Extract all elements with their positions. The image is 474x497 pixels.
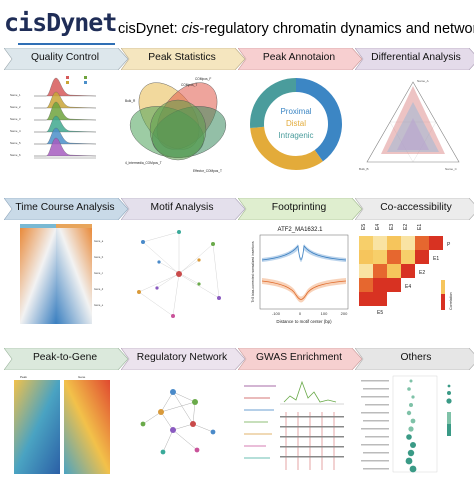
- module-label: Footprinting: [271, 202, 327, 213]
- chevron-shape: [238, 198, 362, 220]
- module-gwas-enrichment[interactable]: GWAS Enrichment: [238, 348, 362, 478]
- legend-label: Correlation: [449, 292, 453, 310]
- module-label: Peak-to-Gene: [32, 352, 98, 363]
- module-peak-statistics[interactable]: Peak Statistics Bulk_R COMpos_F COMpos_T…: [121, 48, 245, 178]
- chevron-shape: [121, 48, 245, 70]
- chevron-shape: [355, 198, 474, 220]
- venn-label: COMpos_F: [195, 77, 211, 81]
- col-label: E4: [375, 224, 381, 230]
- chevron-shape: [4, 348, 128, 370]
- module-label: Peak Statistics: [148, 52, 216, 63]
- x-tick: 100: [321, 311, 328, 316]
- svg-text:Name_2: Name_2: [10, 105, 21, 109]
- module-label: Others: [400, 352, 432, 363]
- col-label: E3: [389, 224, 395, 230]
- svg-text:Gene_c: Gene_c: [94, 271, 104, 275]
- row-label: E5: [377, 310, 383, 316]
- module-label: Time Course Analysis: [15, 202, 115, 213]
- module-label: GWAS Enrichment: [255, 352, 343, 363]
- venn-label: Bulk_R: [125, 99, 136, 103]
- svg-text:Gene_b: Gene_b: [94, 255, 104, 259]
- footprint-plot: ATF2_MA1632.1 -100 0 100 200 Distance to…: [240, 222, 352, 326]
- module-motif-analysis[interactable]: Motif Analysis: [121, 198, 245, 328]
- x-axis-label: Distance to motif center (bp): [276, 319, 332, 324]
- chevron-shape: [238, 348, 362, 370]
- svg-text:Gene: Gene: [78, 375, 86, 379]
- enrichment-dotplot: [357, 372, 469, 476]
- x-tick: 200: [341, 311, 348, 316]
- peak-to-gene-heatmap: Peak Gene: [6, 372, 118, 476]
- module-quality-control[interactable]: Quality Control Name_1 Name_2 Name_3 Name_…: [4, 48, 128, 178]
- donut-chart: Proximal Distal Intragenic: [240, 72, 352, 176]
- logo: cisDynet: [4, 8, 117, 45]
- row-1: Quality Control Name_1 Name_2 Name_3 Name_…: [4, 48, 474, 178]
- footprint-title: ATF2_MA1632.1: [278, 227, 324, 233]
- module-label: Differential Analysis: [371, 52, 461, 63]
- venn-diagram: Bulk_R COMpos_F COMpos_T Effector_COMpos…: [123, 72, 235, 176]
- svg-text:Name_A: Name_A: [417, 79, 429, 83]
- module-label: Motif Analysis: [150, 202, 214, 213]
- col-label: E5: [361, 224, 367, 230]
- page-title: cisDynet: cis-regulatory chromatin dynam…: [118, 21, 474, 37]
- segment-label-proximal: Proximal: [280, 107, 311, 116]
- segment-label-distal: Distal: [286, 119, 306, 128]
- chevron-shape: [121, 198, 245, 220]
- chevron-shape: [355, 348, 474, 370]
- module-co-accessibility[interactable]: Co-accessibility E5 E4 E3 E2 E1: [355, 198, 474, 328]
- chevron-shape: [355, 48, 474, 70]
- row-2: Time Course Analysis Gene_a Gene_b Gene_c G…: [4, 198, 474, 328]
- regulatory-network-graph: [123, 372, 235, 476]
- time-course-heatmap: Gene_a Gene_b Gene_c Gene_d Gene_e: [6, 222, 118, 326]
- svg-text:Name_1: Name_1: [10, 93, 21, 97]
- chevron-shape: [4, 48, 128, 70]
- co-accessibility-matrix: E5 E4 E3 E2 E1 P E1 E2 E4: [357, 222, 469, 326]
- svg-text:Bulk_B: Bulk_B: [359, 167, 369, 171]
- module-differential-analysis[interactable]: Differential Analysis Name_A Bulk_B Name_C: [355, 48, 474, 178]
- x-tick: -100: [272, 311, 281, 316]
- chevron-shape: [4, 198, 128, 220]
- module-label: Quality Control: [30, 52, 100, 63]
- ridge-plot: Name_1 Name_2 Name_3 Name_4 Name_5 Name_6: [6, 72, 118, 176]
- gwas-tracks: [240, 372, 352, 476]
- svg-text:Name_4: Name_4: [10, 129, 21, 133]
- svg-text:Name_C: Name_C: [445, 167, 458, 171]
- chevron-shape: [238, 48, 362, 70]
- svg-text:Gene_d: Gene_d: [94, 287, 104, 291]
- motif-network: [123, 222, 235, 326]
- module-peak-to-gene[interactable]: Peak-to-Gene Peak Gene: [4, 348, 128, 478]
- module-others[interactable]: Others: [355, 348, 474, 478]
- logo-underline: [18, 43, 116, 45]
- module-peak-annotation[interactable]: Peak Annotaion Proximal Distal Intrageni…: [238, 48, 362, 178]
- row-3: Peak-to-Gene Peak Gene Regulatory Network: [4, 348, 474, 478]
- module-footprinting[interactable]: Footprinting ATF2_MA1632.1 -100 0 100 20…: [238, 198, 362, 328]
- svg-text:Name_3: Name_3: [10, 117, 21, 121]
- col-label: E2: [403, 224, 409, 230]
- module-label: Peak Annotaion: [262, 52, 336, 63]
- module-label: Co-accessibility: [380, 202, 452, 213]
- venn-label: COMpos_T: [181, 83, 197, 87]
- venn-label: 4_Intermedia_COMpos_T: [125, 161, 162, 165]
- module-regulatory-network[interactable]: Regulatory Network: [121, 348, 245, 478]
- row-label: E1: [433, 256, 439, 262]
- svg-text:Gene_a: Gene_a: [94, 239, 104, 243]
- svg-text:Name_5: Name_5: [10, 141, 21, 145]
- venn-label: Effector_COMpos_T: [193, 169, 222, 173]
- ternary-plot: Name_A Bulk_B Name_C: [357, 72, 469, 176]
- svg-text:Peak: Peak: [20, 375, 27, 379]
- x-tick: 0: [299, 311, 302, 316]
- col-label: E1: [417, 224, 423, 230]
- module-time-course-analysis[interactable]: Time Course Analysis Gene_a Gene_b Gene_c G…: [4, 198, 128, 328]
- segment-label-intragenic: Intragenic: [278, 131, 313, 140]
- svg-text:Name_6: Name_6: [10, 153, 21, 157]
- svg-text:Gene_e: Gene_e: [94, 303, 104, 307]
- chevron-shape: [121, 348, 245, 370]
- row-label: E2: [419, 270, 425, 276]
- row-label: P: [447, 242, 451, 248]
- module-label: Regulatory Network: [136, 352, 228, 363]
- y-axis-label: Tn5 bias-corrected normalized insertions: [251, 241, 255, 303]
- row-label: E4: [405, 284, 411, 290]
